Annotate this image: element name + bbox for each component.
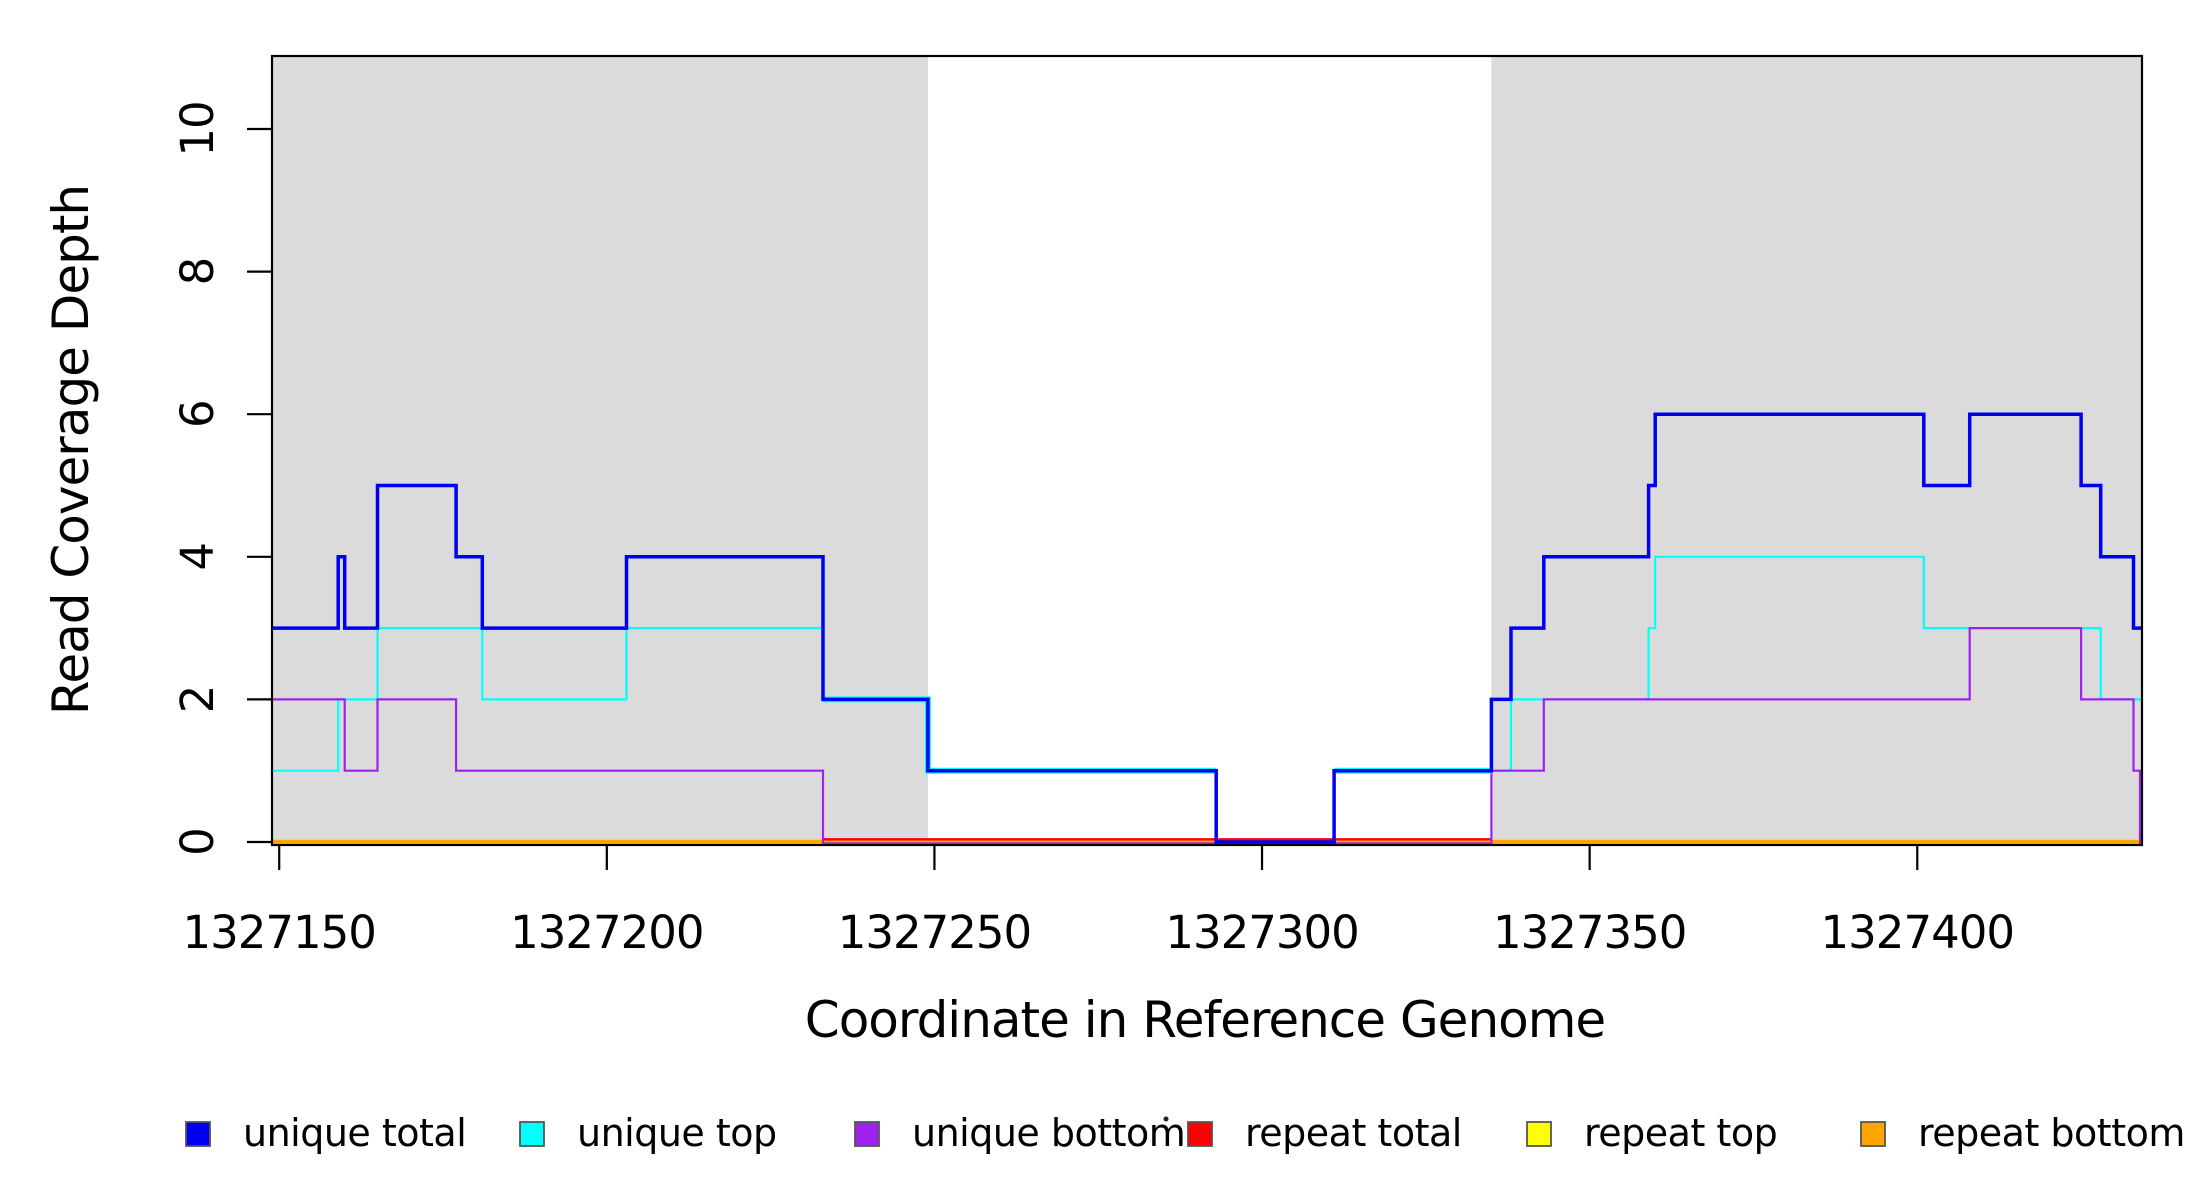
legend-item-unique-top: unique top: [519, 1111, 777, 1155]
shaded-region-1: [1491, 57, 2142, 844]
y-tick-label: 10: [171, 101, 224, 156]
x-tick-label: 1327400: [1821, 906, 2014, 959]
legend-swatch-unique-bottom: [854, 1121, 880, 1147]
x-tick-label: 1327350: [1493, 906, 1686, 959]
stray-dot-artifact: [1163, 1116, 1169, 1122]
shaded-repeat-regions: [272, 57, 2142, 844]
x-tick-label: 1327300: [1165, 906, 1358, 959]
legend: unique total unique top unique bottom repea…: [185, 1111, 2185, 1155]
x-tick-label: 1327250: [838, 906, 1031, 959]
legend-label-unique-total: unique total: [243, 1111, 466, 1155]
legend-swatch-unique-top: [519, 1121, 545, 1147]
series-unique-total: [272, 412, 2142, 844]
x-tick-label: 1327200: [510, 906, 703, 959]
x-axis-title: Coordinate in Reference Genome: [805, 991, 1605, 1049]
coverage-series: [272, 412, 2142, 845]
x-tick-label: 1327150: [182, 906, 375, 959]
y-tick-label: 0: [171, 828, 224, 856]
y-axis-title: Read Coverage Depth: [42, 185, 100, 715]
y-tick-label: 6: [171, 400, 224, 428]
legend-swatch-unique-total: [185, 1121, 211, 1147]
legend-label-repeat-total: repeat total: [1245, 1111, 1462, 1155]
legend-label-unique-bottom: unique bottom: [912, 1111, 1185, 1155]
y-tick-label: 2: [171, 686, 224, 714]
y-tick-label: 8: [171, 258, 224, 286]
legend-item-unique-total: unique total: [185, 1111, 467, 1155]
legend-item-unique-bottom: unique bottom: [854, 1111, 1186, 1155]
legend-label-repeat-bottom: repeat bottom: [1918, 1111, 2185, 1155]
plot-border-box: [270, 54, 2144, 847]
legend-item-repeat-total: repeat total: [1187, 1111, 1462, 1155]
y-tick-label: 4: [171, 543, 224, 571]
legend-swatch-repeat-top: [1526, 1121, 1552, 1147]
legend-swatch-repeat-total: [1187, 1121, 1213, 1147]
axes: 1327150 1327200 1327250 1327300 1327350 13274…: [171, 101, 2015, 959]
legend-label-repeat-top: repeat top: [1584, 1111, 1777, 1155]
shaded-region-0: [272, 57, 928, 844]
series-unique-bottom: [272, 627, 2142, 845]
legend-item-repeat-top: repeat top: [1526, 1111, 1778, 1155]
legend-item-repeat-bottom: repeat bottom: [1860, 1111, 2185, 1155]
legend-label-unique-top: unique top: [577, 1111, 777, 1155]
legend-swatch-repeat-bottom: [1860, 1121, 1886, 1147]
